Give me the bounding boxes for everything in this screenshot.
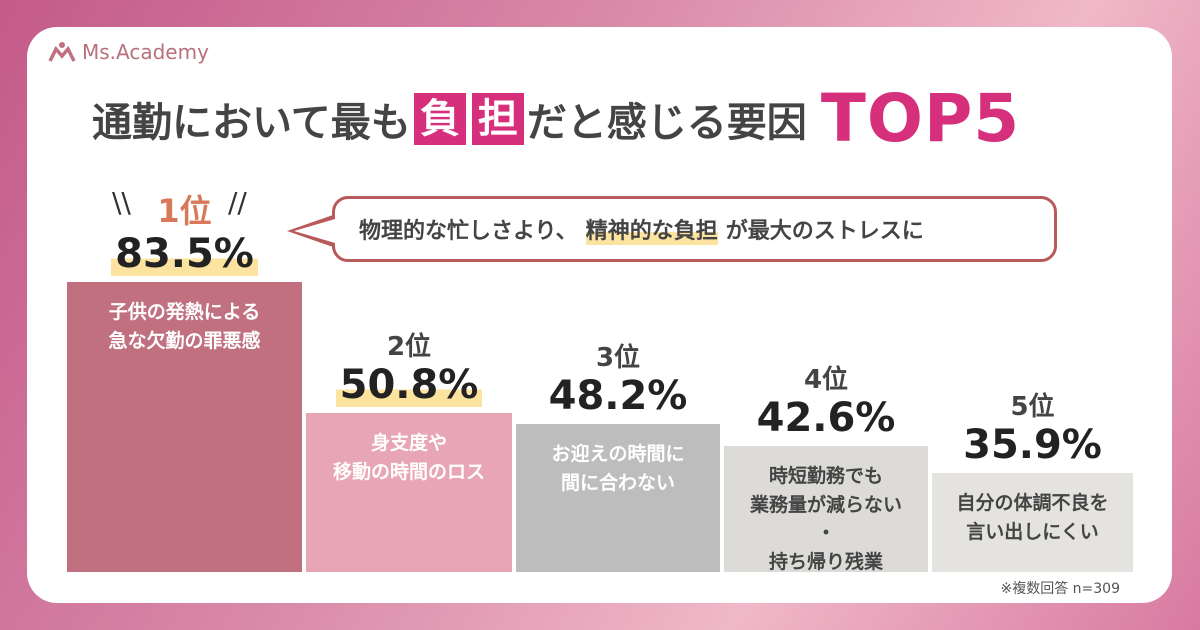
bar-text: 時短勤務でも: [768, 465, 883, 487]
bar-3: お迎えの時間に 間に合わない: [516, 424, 720, 572]
value-label: 50.8%: [335, 363, 483, 407]
bar-text: 自分の体調不良を: [956, 492, 1109, 514]
title-highlight-2: 担: [471, 92, 524, 145]
bar-label-5: 5位 35.9%: [932, 386, 1133, 467]
bar-text: 移動の時間のロス: [332, 460, 485, 483]
brand-logo: Ms.Academy: [48, 40, 209, 64]
rank-label: 5位: [1010, 392, 1055, 422]
sparkle-right-icon: //: [228, 186, 247, 219]
bar-text: ・: [816, 522, 836, 544]
sparkle-left-icon: \\: [112, 186, 131, 219]
rank-label: 3位: [595, 343, 641, 373]
rank-label: 1位: [157, 192, 212, 230]
bar-label-2: 2位 50.8%: [306, 326, 512, 407]
rank-label: 4位: [803, 365, 849, 395]
value-label: 35.9%: [963, 422, 1102, 468]
bar-label-4: 4位 42.6%: [724, 359, 928, 440]
bar-text: 持ち帰り残業: [768, 550, 883, 573]
title-top5: TOP5: [820, 80, 1021, 157]
bar-text: 子供の発熱による: [108, 301, 261, 323]
bar-text: 間に合わない: [560, 471, 675, 494]
value-label: 48.2%: [548, 373, 688, 419]
bar-1: 子供の発熱による 急な欠勤の罪悪感: [67, 282, 302, 572]
title-post: だと感じる要因: [526, 99, 807, 146]
bar-label-1: 1位 83.5%: [67, 186, 302, 276]
brand-name: Ms.Academy: [82, 40, 209, 64]
bar-text: 急な欠勤の罪悪感: [108, 329, 261, 352]
footnote: ※複数回答 n=309: [1000, 581, 1120, 597]
bar-4: 時短勤務でも 業務量が減らない・持ち帰り残業: [724, 446, 928, 573]
bar-text: お迎えの時間に: [551, 443, 685, 465]
bar-5: 自分の体調不良を 言い出しにくい: [932, 473, 1133, 572]
callout-mark: 精神的な負担: [585, 213, 718, 245]
title-pre: 通勤において最も: [92, 99, 411, 146]
callout-post: が最大のストレスに: [725, 219, 924, 244]
value-label: 42.6%: [756, 395, 896, 441]
rank-label: 2位: [386, 332, 432, 362]
callout-pre: 物理的な忙しさより、: [359, 219, 578, 244]
bar-text: 身支度や: [370, 432, 447, 454]
bar-label-3: 3位 48.2%: [516, 337, 720, 418]
logo-icon: [48, 42, 76, 62]
callout-bubble: 物理的な忙しさより、 精神的な負担 が最大のストレスに: [287, 196, 1057, 262]
page-title: 通勤において最も 負 担 だと感じる要因 TOP5: [92, 80, 1020, 157]
bar-2: 身支度や移動の時間のロス: [306, 413, 512, 572]
title-highlight-1: 負: [413, 92, 466, 145]
bar-text: 業務量が減らない: [749, 493, 902, 516]
bar-text: 言い出しにくい: [966, 520, 1099, 543]
value-label: 83.5%: [111, 232, 258, 276]
